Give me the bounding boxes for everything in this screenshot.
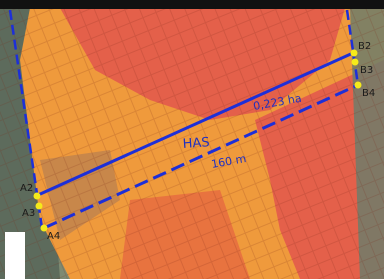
- point-label: A3: [22, 208, 35, 219]
- point-label: B4: [362, 88, 375, 99]
- map-view: A2 A3 A4 B2 B3 B4 HAS 0,223 ha 160 m: [0, 0, 384, 279]
- point-marker: [352, 59, 359, 66]
- point-label: A2: [20, 183, 33, 194]
- point-label: A4: [47, 231, 60, 242]
- top-bar: [0, 0, 384, 9]
- point-marker: [34, 193, 41, 200]
- point-marker: [36, 203, 43, 210]
- point-marker: [351, 50, 358, 57]
- point-marker: [355, 82, 362, 89]
- overlay-box: [5, 232, 25, 279]
- point-label: B3: [360, 65, 373, 76]
- point-label: B2: [358, 41, 371, 52]
- page: A2 A3 A4 B2 B3 B4 HAS 0,223 ha 160 m (()…: [0, 0, 384, 279]
- line-label: HAS: [182, 135, 210, 152]
